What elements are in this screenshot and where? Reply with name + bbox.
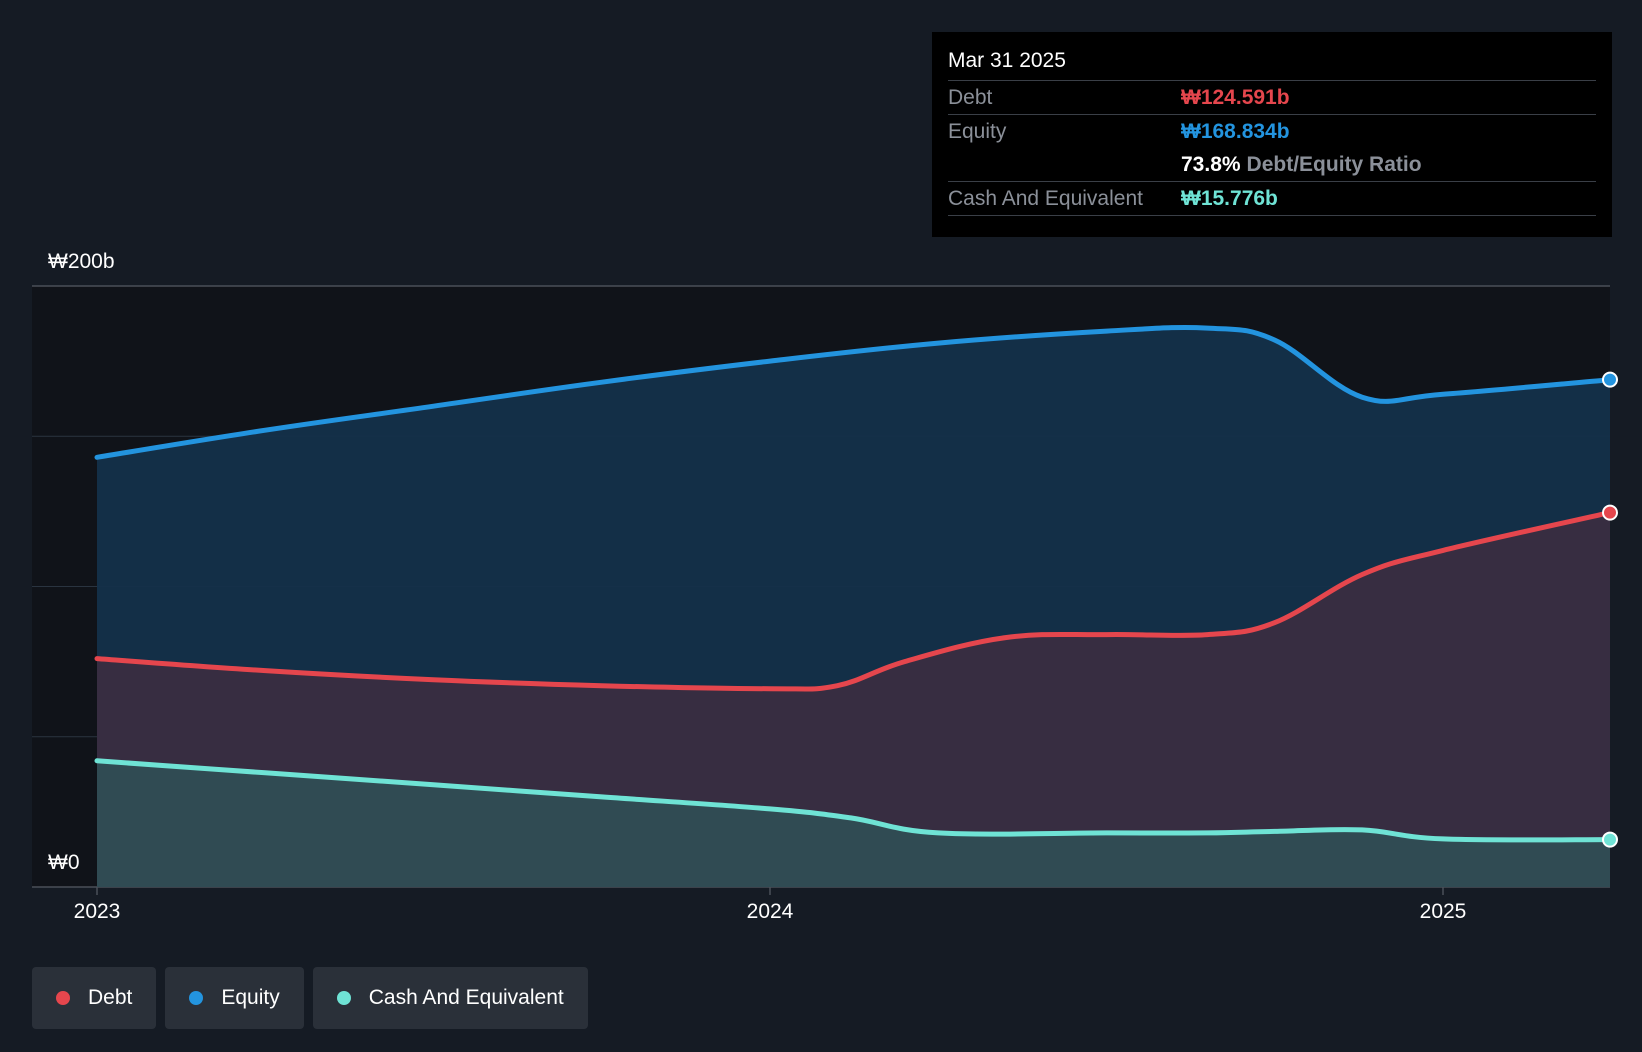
y-axis-bottom-label: ₩0 [48, 851, 80, 874]
tooltip-debt-value: ₩124.591b [1181, 85, 1290, 109]
legend-item-debt[interactable]: Debt [32, 967, 157, 1029]
x-tick-label-2024: 2024 [746, 900, 794, 923]
tooltip-row-equity: Equity ₩168.834b [948, 114, 1596, 148]
tooltip-row-cash: Cash And Equivalent ₩15.776b [948, 181, 1596, 216]
debt-end-point[interactable] [1602, 504, 1618, 521]
equity-line [94, 324, 1613, 460]
debt-line [94, 510, 1613, 692]
tooltip-cash-label: Cash And Equivalent [948, 186, 1143, 210]
legend-item-cash[interactable]: Cash And Equivalent [312, 967, 588, 1029]
end-markers [1602, 371, 1618, 848]
tooltip-cash-value: ₩15.776b [1181, 186, 1278, 210]
legend: Debt Equity Cash And Equivalent [32, 967, 597, 1029]
cash-and-equivalent-line [94, 758, 1613, 843]
legend-debt-label: Debt [88, 986, 133, 1009]
series-lines [94, 324, 1613, 843]
cash-dot-icon [336, 991, 351, 1005]
tooltip-row-ratio: 73.8% Debt/Equity Ratio [948, 148, 1596, 181]
tooltip-date: Mar 31 2025 [948, 49, 1066, 72]
series-areas [97, 327, 1610, 887]
tooltip-row-debt: Debt ₩124.591b [948, 80, 1596, 114]
tooltip-equity-value: ₩168.834b [1181, 119, 1290, 143]
tooltip-debt-label: Debt [948, 85, 993, 109]
tooltip-ratio-label: Debt/Equity Ratio [1246, 152, 1422, 176]
legend-cash-label: Cash And Equivalent [368, 986, 564, 1009]
cash-and-equivalent-area [97, 760, 1610, 887]
y-axis-top-label: ₩200b [48, 250, 115, 273]
legend-item-equity[interactable]: Equity [165, 967, 304, 1029]
debt-dot-icon [56, 991, 70, 1005]
equity-end-point[interactable] [1602, 371, 1618, 388]
tooltip-ratio-value: 73.8% [1181, 152, 1241, 176]
cash-and-equivalent-end-point[interactable] [1602, 831, 1618, 848]
tooltip-panel: Mar 31 2025 Debt ₩124.591b Equity ₩168.8… [932, 32, 1612, 237]
equity-dot-icon [189, 991, 204, 1005]
x-tick-label-2023: 2023 [73, 900, 121, 923]
legend-equity-label: Equity [221, 986, 280, 1009]
x-tick-label-2025: 2025 [1419, 900, 1467, 923]
tooltip-equity-label: Equity [948, 119, 1007, 143]
